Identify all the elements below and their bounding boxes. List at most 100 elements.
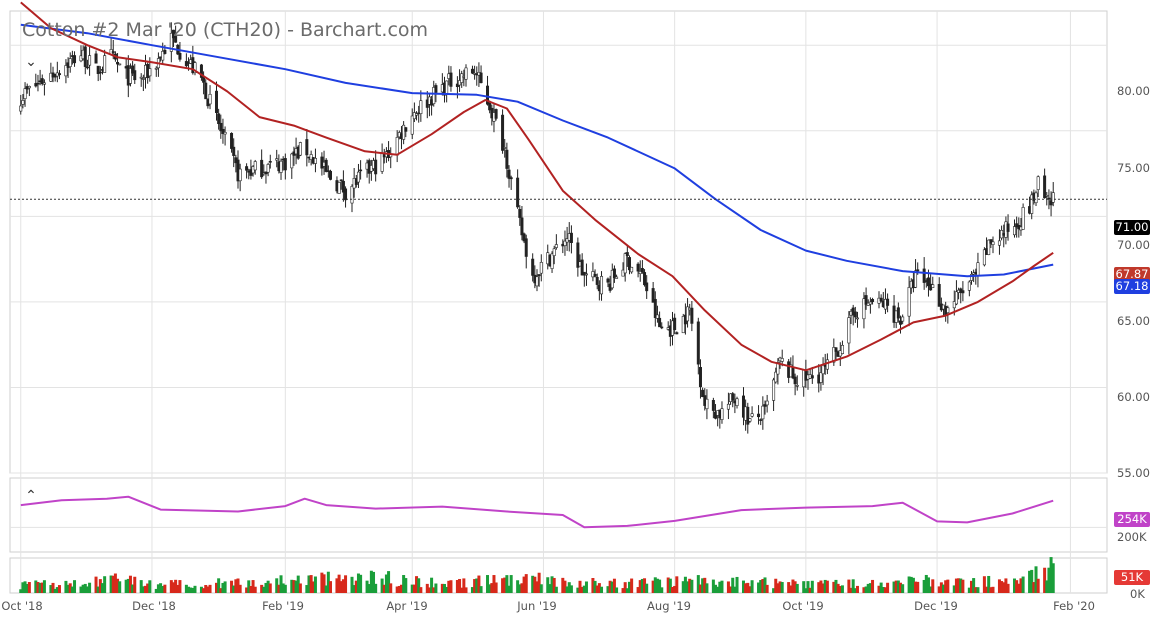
volume-bar: [808, 587, 812, 593]
volume-bar: [608, 580, 612, 593]
volume-bar: [344, 575, 348, 593]
volume-bar: [365, 580, 369, 593]
volume-bar: [537, 572, 541, 593]
volume-bar: [733, 586, 737, 593]
volume-bar: [88, 582, 92, 593]
x-tick-label: Jun '19: [517, 599, 557, 613]
candle-body: [593, 273, 597, 277]
volume-bar: [741, 580, 745, 593]
candle-body: [901, 316, 905, 322]
volume-bar: [804, 588, 808, 593]
candle-body: [757, 413, 761, 418]
open-interest-tag: 254K: [1114, 512, 1150, 527]
candle-body: [350, 186, 354, 204]
candle-body: [34, 83, 38, 87]
volume-bar: [550, 576, 554, 593]
volume-bar: [161, 585, 165, 593]
volume-bar: [520, 583, 524, 593]
volume-bar: [313, 576, 317, 593]
volume-bar: [836, 583, 840, 593]
volume-bar: [584, 581, 588, 593]
volume-bar: [759, 580, 763, 593]
volume-bar: [789, 585, 793, 593]
candle-body: [772, 379, 776, 401]
candle-body: [1043, 175, 1047, 199]
volume-bar: [651, 580, 655, 593]
volume-bar: [111, 575, 115, 593]
candle-body: [501, 114, 505, 151]
volume-bar: [27, 582, 31, 593]
volume-bar: [853, 588, 857, 593]
volume-bar: [701, 578, 705, 593]
candle-body: [748, 418, 752, 422]
candle-body: [660, 326, 664, 329]
volume-bar: [937, 586, 941, 593]
volume-bar: [548, 584, 552, 593]
volume-bar: [232, 585, 236, 593]
volume-bar: [1051, 563, 1055, 593]
volume-bar: [369, 570, 373, 593]
candle-body: [359, 169, 363, 172]
candle-body: [518, 208, 522, 218]
volume-bar: [806, 581, 810, 593]
volume-bar: [359, 574, 363, 593]
volume-bar: [415, 576, 419, 593]
candle-body: [193, 62, 197, 74]
volume-bar: [1049, 557, 1053, 593]
volume-bar: [761, 579, 765, 593]
candle-body: [946, 307, 950, 313]
volume-bar: [251, 580, 255, 593]
volume-bar: [275, 578, 279, 593]
chevron-up-icon[interactable]: ⌃: [25, 486, 37, 503]
volume-bar: [81, 584, 85, 593]
volume-bar: [974, 587, 978, 593]
volume-bar: [19, 589, 23, 593]
candle-body: [630, 266, 634, 273]
candle-body: [825, 359, 829, 370]
candle-body: [627, 257, 631, 271]
volume-bar: [748, 586, 752, 593]
volume-bar: [909, 576, 913, 593]
candle-body: [615, 276, 619, 279]
volume-bar: [840, 585, 844, 593]
volume-bar: [969, 580, 973, 593]
candle-body: [847, 317, 851, 344]
candle-body: [516, 177, 520, 208]
volume-bar: [25, 583, 29, 593]
candle-body: [580, 259, 584, 276]
candle-body: [178, 53, 182, 60]
chevron-down-icon[interactable]: ⌄: [25, 52, 37, 69]
y-tick-label: 65.00: [1117, 314, 1150, 328]
volume-bar: [116, 578, 120, 593]
volume-bar: [249, 586, 253, 593]
volume-bar: [1002, 582, 1006, 593]
volume-bar: [862, 587, 866, 593]
candle-body: [855, 317, 859, 320]
candle-body: [27, 85, 31, 89]
volume-bar: [384, 574, 388, 593]
volume-bar: [961, 579, 965, 593]
volume-bar: [593, 580, 597, 593]
volume-bar: [68, 583, 72, 593]
oi-pane-frame: [9, 477, 1108, 553]
volume-bar: [83, 583, 87, 593]
volume-bar: [395, 586, 399, 593]
volume-bar: [535, 581, 539, 593]
volume-tag: 51K: [1114, 570, 1150, 585]
candle-body: [305, 139, 309, 156]
candle-body: [765, 400, 769, 406]
volume-bar: [430, 577, 434, 593]
candle-body: [686, 306, 690, 322]
volume-bar: [320, 572, 324, 593]
volume-bar: [96, 586, 100, 593]
candle-body: [131, 65, 135, 74]
volume-bar: [253, 586, 257, 593]
candle-body: [503, 147, 507, 149]
volume-bar: [565, 586, 569, 593]
candle-body: [899, 320, 903, 325]
volume-bar: [561, 577, 565, 593]
candle-body: [916, 269, 920, 272]
x-tick-label: Feb '19: [262, 599, 304, 613]
